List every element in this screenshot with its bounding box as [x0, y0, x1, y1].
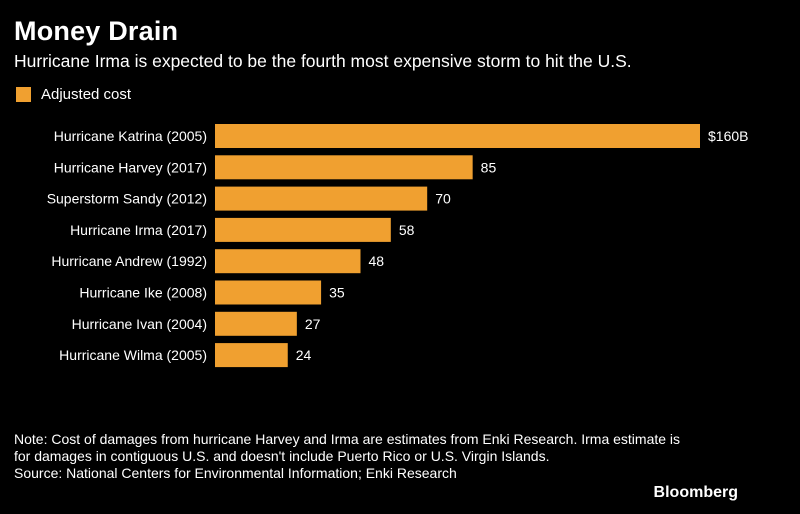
- data-label: 24: [296, 347, 312, 363]
- bar: [215, 155, 473, 180]
- note-text: Note: Cost of damages from hurricane Har…: [14, 431, 681, 464]
- category-label: Hurricane Irma (2017): [70, 222, 207, 238]
- bar: [215, 124, 700, 148]
- data-label: 27: [305, 316, 321, 332]
- category-label: Hurricane Wilma (2005): [59, 347, 207, 363]
- category-label: Hurricane Harvey (2017): [54, 159, 207, 175]
- category-label: Hurricane Katrina (2005): [54, 128, 207, 144]
- chart-subtitle: Hurricane Irma is expected to be the fou…: [14, 51, 632, 71]
- bar: [215, 186, 428, 211]
- data-label: 85: [481, 159, 497, 175]
- legend: Adjusted cost: [16, 86, 131, 103]
- category-label: Superstorm Sandy (2012): [47, 191, 207, 207]
- bar-chart: Hurricane Katrina (2005) $160B Hurricane H…: [47, 124, 748, 368]
- bar: [215, 280, 322, 305]
- chart-title: Money Drain: [14, 16, 179, 46]
- bar: [215, 311, 297, 336]
- data-label: 70: [435, 191, 451, 207]
- footnote: Note: Cost of damages from hurricane Har…: [14, 431, 694, 482]
- bar: [215, 217, 391, 242]
- data-label: 48: [369, 253, 385, 269]
- source-text: Source: National Centers for Environment…: [14, 465, 457, 481]
- data-label: 58: [399, 222, 415, 238]
- category-label: Hurricane Ike (2008): [79, 285, 207, 301]
- category-label: Hurricane Andrew (1992): [51, 253, 207, 269]
- category-label: Hurricane Ivan (2004): [72, 316, 207, 332]
- bar: [215, 249, 361, 274]
- data-label: $160B: [708, 128, 748, 144]
- data-label: 35: [329, 285, 345, 301]
- bar: [215, 343, 288, 368]
- bloomberg-logo: Bloomberg: [653, 484, 738, 501]
- legend-swatch: [16, 87, 31, 102]
- legend-label: Adjusted cost: [41, 86, 132, 103]
